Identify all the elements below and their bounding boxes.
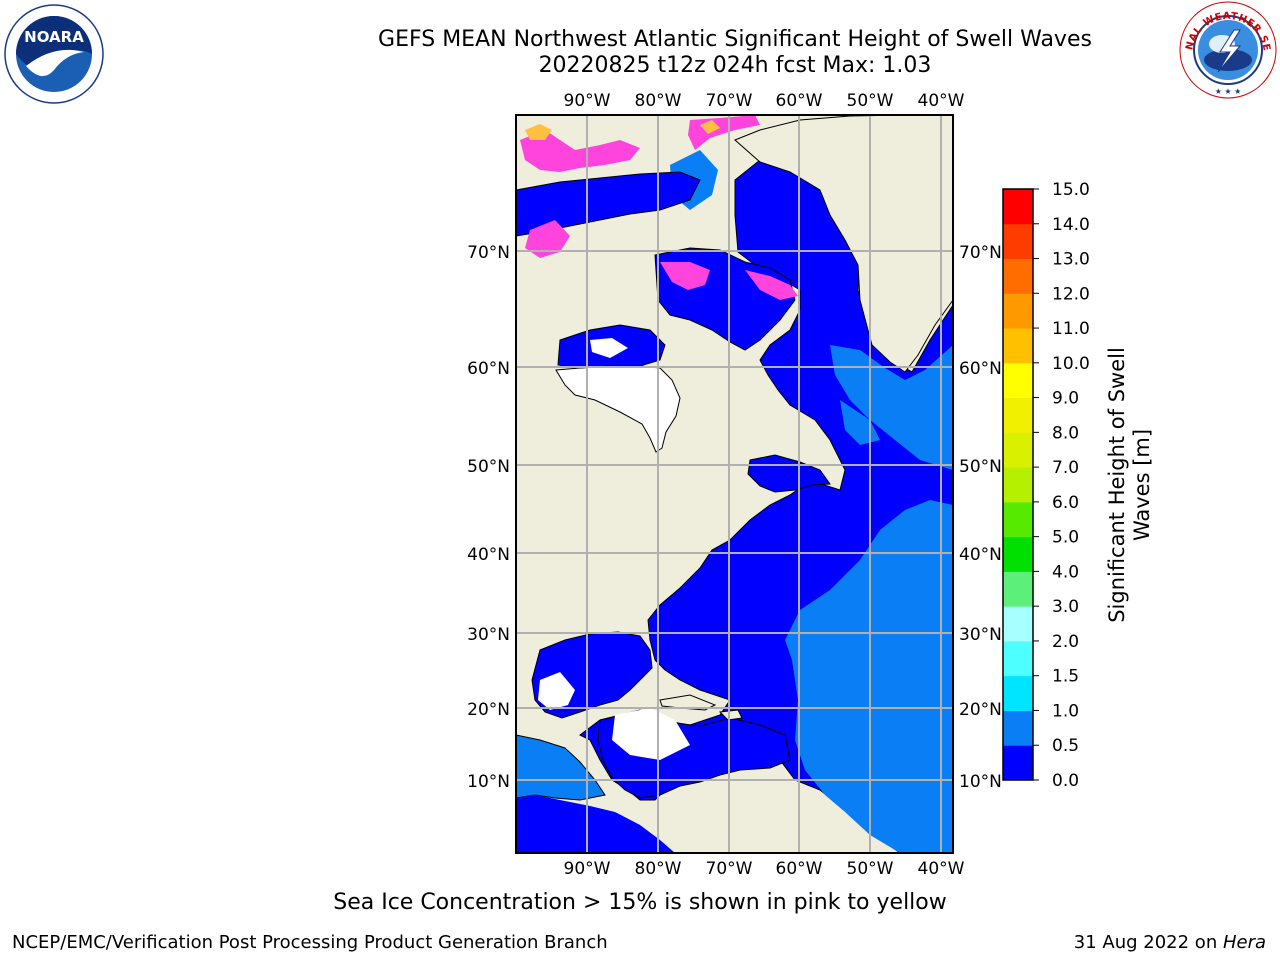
sea-ice-footnote: Sea Ice Concentration > 15% is shown in …	[333, 890, 947, 915]
map-panel	[516, 115, 953, 853]
colorbar-title-line2: Waves [m]	[1130, 428, 1154, 542]
lon-label: 70°W	[706, 859, 753, 879]
colorbar-segment	[1003, 258, 1033, 294]
colorbar-tick-label: 10.0	[1052, 354, 1090, 374]
colorbar-segment	[1003, 675, 1033, 711]
lon-label: 80°W	[635, 859, 682, 879]
svg-text:★ ★ ★: ★ ★ ★	[1215, 87, 1242, 96]
arctic-sea-ice	[520, 130, 640, 172]
lon-grid	[586, 115, 942, 853]
colorbar-segment	[1003, 571, 1033, 607]
colorbar: 0.0 0.5 1.0 1.5 2.0 3.0 4.0 5.0 6.0 7.0 8.0 9.0 10.0…	[1002, 180, 1090, 791]
colorbar-tick-label: 5.0	[1052, 528, 1079, 548]
lat-label: 40°N	[959, 545, 1002, 565]
lat-label: 20°N	[467, 700, 510, 720]
colorbar-tick-label: 7.0	[1052, 458, 1079, 478]
lat-label: 30°N	[959, 625, 1002, 645]
map-frame	[515, 114, 954, 854]
colorbar-tick-label: 0.0	[1052, 771, 1079, 791]
colorbar-segment	[1003, 362, 1033, 399]
lon-label: 50°W	[847, 91, 894, 111]
colorbar-frame	[1002, 188, 1034, 781]
lon-label: 40°W	[918, 859, 965, 879]
colorbar-segment	[1003, 223, 1033, 260]
lon-labels-top: 90°W 80°W 70°W 60°W 50°W 40°W	[564, 91, 965, 111]
gulf-calm-area	[538, 672, 575, 710]
colorbar-tick-label: 11.0	[1052, 319, 1090, 339]
colorbar-tick-label: 15.0	[1052, 180, 1090, 200]
colorbar-tick-label: 6.0	[1052, 493, 1079, 513]
lon-label: 90°W	[564, 91, 611, 111]
lat-labels-left: 70°N 60°N 50°N 40°N 30°N 20°N 10°N	[467, 243, 510, 792]
colorbar-title-line1: Significant Height of Swell	[1105, 347, 1129, 623]
credit-date-text: 31 Aug 2022 on	[1073, 932, 1223, 953]
lat-label: 20°N	[959, 700, 1002, 720]
map-subtitle: 20220825 t12z 024h fcst Max: 1.03	[538, 53, 932, 78]
colorbar-segment	[1003, 432, 1033, 468]
lat-label: 30°N	[467, 625, 510, 645]
arctic-sea-ice-west	[525, 220, 570, 258]
colorbar-segment	[1003, 397, 1033, 433]
lon-label: 70°W	[706, 91, 753, 111]
lon-label: 90°W	[564, 859, 611, 879]
colorbar-tick-label: 1.5	[1052, 667, 1079, 687]
lat-grid	[516, 250, 953, 781]
colorbar-segment	[1003, 501, 1033, 538]
lon-label: 60°W	[776, 91, 823, 111]
lat-label: 10°N	[467, 772, 510, 792]
high-concentration-ice-2	[700, 120, 720, 134]
colorbar-title: Significant Height of Swell Waves [m]	[1105, 347, 1155, 623]
credit-system: Hera	[1222, 932, 1266, 953]
lat-label: 70°N	[959, 243, 1002, 263]
lon-labels-bottom: 90°W 80°W 70°W 60°W 50°W 40°W	[564, 859, 965, 879]
lat-labels-right: 70°N 60°N 50°N 40°N 30°N 20°N 10°N	[959, 243, 1002, 792]
colorbar-segment	[1003, 328, 1033, 364]
labrador-sea-ice	[745, 270, 798, 300]
lat-label: 60°N	[959, 359, 1002, 379]
lat-label: 50°N	[467, 457, 510, 477]
colorbar-tick-label: 0.5	[1052, 736, 1079, 756]
colorbar-tick-label: 8.0	[1052, 423, 1079, 443]
lon-label: 50°W	[847, 859, 894, 879]
caribbean-calm-area	[612, 708, 690, 760]
colorbar-tick-label: 2.0	[1052, 632, 1079, 652]
lat-label: 60°N	[467, 359, 510, 379]
credit-date: 31 Aug 2022 on Hera	[1074, 932, 1266, 953]
colorbar-tick-label: 4.0	[1052, 562, 1079, 582]
nws-logo: NATIONAL WEATHER SERVICE ★ ★ ★	[1178, 0, 1277, 99]
colorbar-tick-label: 14.0	[1052, 215, 1090, 235]
noaa-logo-text: NOARA	[24, 28, 84, 46]
colorbar-segment	[1003, 710, 1033, 746]
baffin-sea-ice	[660, 262, 710, 290]
hispaniola-island	[718, 709, 743, 721]
noaa-logo: NOARA	[4, 4, 104, 104]
credit-branch: NCEP/EMC/Verification Post Processing Pr…	[12, 932, 608, 953]
colorbar-tick-label: 12.0	[1052, 284, 1090, 304]
lat-label: 50°N	[959, 457, 1002, 477]
lon-label: 60°W	[776, 859, 823, 879]
colorbar-segment	[1003, 536, 1033, 572]
colorbar-segment	[1003, 606, 1033, 642]
colorbar-segment	[1003, 467, 1033, 503]
colorbar-segment	[1003, 640, 1033, 677]
colorbar-segment	[1003, 293, 1033, 329]
colorbar-tick-label: 3.0	[1052, 597, 1079, 617]
colorbar-segment	[1003, 745, 1033, 781]
lat-label: 40°N	[467, 545, 510, 565]
hudson-calm-spot	[590, 338, 628, 358]
lon-label: 80°W	[635, 91, 682, 111]
high-concentration-ice	[525, 124, 552, 140]
map-title: GEFS MEAN Northwest Atlantic Significant…	[378, 27, 1092, 52]
colorbar-tick-label: 13.0	[1052, 250, 1090, 270]
colorbar-tick-label: 9.0	[1052, 389, 1079, 409]
lat-label: 70°N	[467, 243, 510, 263]
pacific-low-swell	[516, 795, 675, 853]
lat-label: 10°N	[959, 772, 1002, 792]
lon-label: 40°W	[918, 91, 965, 111]
cuba-island	[659, 694, 717, 711]
colorbar-segment	[1003, 189, 1033, 225]
colorbar-tick-label: 1.0	[1052, 701, 1079, 721]
